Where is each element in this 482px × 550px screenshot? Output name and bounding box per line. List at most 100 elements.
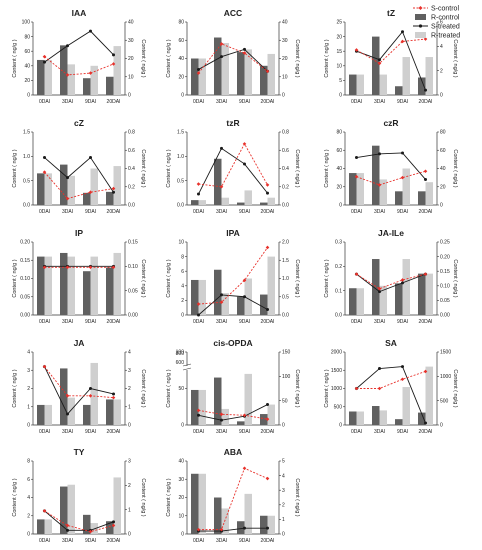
- bar-r-control: [191, 389, 199, 425]
- s-treated-point: [378, 367, 381, 371]
- s-treated-point: [220, 55, 223, 59]
- bar-r-control: [395, 283, 403, 315]
- right-tick-label: 0.0: [282, 203, 289, 209]
- panel-title: JA-ILe: [378, 228, 404, 238]
- bar-r-control: [83, 271, 91, 315]
- panel-title: IAA: [72, 8, 87, 18]
- right-tick-label: 0.15: [128, 240, 138, 246]
- s-control-point: [42, 54, 47, 59]
- s-treated-line: [44, 30, 114, 63]
- bar-r-control: [395, 419, 403, 425]
- x-tick-label: 3DAI: [216, 99, 227, 105]
- s-treated-point: [401, 30, 404, 34]
- right-tick-label: 0: [282, 423, 285, 429]
- panel-title: SA: [385, 338, 397, 348]
- s-control-point: [42, 364, 47, 369]
- s-treated-point: [243, 526, 246, 530]
- y-axis-title-right: Content ( ng/g ): [452, 149, 458, 187]
- left-tick-label: 0.5: [23, 178, 30, 184]
- bar-r-treated: [113, 252, 121, 315]
- bar-r-treated: [356, 173, 364, 205]
- bar-r-control: [60, 368, 68, 425]
- s-control-point: [265, 476, 270, 481]
- x-tick-label: 9DAI: [239, 429, 250, 435]
- y-axis-title-left: Content ( ng/g ): [166, 39, 172, 77]
- s-control-line: [44, 56, 114, 76]
- bar-r-treated: [67, 175, 75, 205]
- right-tick-label: 0.2: [282, 184, 289, 190]
- bar-r-control: [191, 200, 199, 205]
- s-control-point: [354, 174, 359, 179]
- y-axis-title-right: Content ( ng/g ): [140, 478, 146, 516]
- s-control-line: [44, 510, 114, 533]
- s-treated-line: [198, 48, 268, 72]
- left-tick-label: 80: [336, 130, 342, 136]
- bar-r-treated: [356, 411, 364, 425]
- x-tick-label: 3DAI: [216, 538, 227, 544]
- bar-r-control: [372, 406, 380, 425]
- axis-break-gap: [183, 366, 191, 370]
- bar-r-control: [418, 412, 426, 425]
- right-tick-label: 0.0: [282, 313, 289, 319]
- s-treated-point: [266, 526, 269, 530]
- left-tick-label: 2: [27, 386, 30, 392]
- s-control-point: [219, 184, 224, 189]
- s-treated-point: [401, 151, 404, 155]
- s-control-point: [354, 386, 359, 391]
- s-treated-point: [243, 295, 246, 299]
- right-tick-label: 4: [128, 350, 131, 356]
- bar-r-treated: [198, 279, 206, 315]
- x-tick-label: 0DAI: [39, 209, 50, 215]
- bar-r-treated: [113, 399, 121, 425]
- right-tick-label: 0.00: [440, 313, 450, 319]
- y-axis-title-left: Content ( ng/g ): [166, 259, 172, 297]
- left-tick-label: 0.0: [23, 203, 30, 209]
- s-control-line: [198, 247, 268, 305]
- right-tick-label: 1000: [440, 374, 451, 380]
- bar-r-control: [214, 269, 222, 315]
- legend: S-control R-control S-treated R-treated: [413, 6, 460, 40]
- x-tick-label: 0DAI: [351, 319, 362, 325]
- s-control-point: [354, 272, 359, 276]
- bar-r-control: [106, 399, 114, 425]
- left-tick-label: 60: [336, 148, 342, 154]
- s-treated-point: [66, 44, 69, 48]
- bar-r-control: [237, 202, 245, 205]
- bar-r-control: [60, 252, 68, 315]
- left-tick-label-upper: 800: [176, 351, 185, 357]
- bar-r-control: [214, 497, 222, 534]
- s-treated-point: [378, 58, 381, 62]
- x-tick-label: 20DAI: [107, 209, 121, 215]
- bar-r-treated: [198, 389, 206, 425]
- bar-r-treated: [44, 173, 52, 205]
- right-tick-label: 0.00: [128, 313, 138, 319]
- right-tick-label: 4: [440, 44, 443, 50]
- right-tick-label: 30: [128, 38, 134, 44]
- panel-tz: tZ 0 5 10 15 20 25 0 2 4 6 Content ( ng/g ) Content …: [324, 8, 458, 105]
- left-tick-label: 6: [27, 477, 30, 483]
- panel-czr: czR 0 20 40 60 80 0 20 40 60 80 Content ( ng/g ) Con…: [324, 118, 458, 215]
- legend-marker: [418, 24, 423, 28]
- s-treated-line: [356, 152, 426, 180]
- bar-r-control: [106, 267, 114, 315]
- left-tick-label: 0.1: [335, 288, 342, 294]
- bar-r-treated: [402, 168, 410, 205]
- bar-r-treated: [244, 493, 252, 534]
- right-tick-label: 30: [282, 38, 288, 44]
- s-treated-point: [112, 392, 115, 396]
- s-control-point: [265, 183, 270, 187]
- s-treated-point: [43, 60, 46, 64]
- right-tick-label: 80: [440, 130, 446, 136]
- right-tick-label: 0: [440, 93, 443, 99]
- left-tick-label: 1000: [331, 386, 342, 392]
- right-tick-label: 0.5: [282, 294, 289, 300]
- s-treated-point: [66, 176, 69, 180]
- x-tick-label: 20DAI: [261, 99, 275, 105]
- x-tick-label: 3DAI: [62, 99, 73, 105]
- left-tick-label: 0.00: [20, 313, 30, 319]
- s-control-point: [196, 302, 201, 306]
- right-tick-label: 0.6: [128, 148, 135, 154]
- y-axis-title-left: Content ( ng/g ): [166, 149, 172, 187]
- y-axis-title-right: Content ( ng/g ): [140, 149, 146, 187]
- s-control-point: [242, 278, 247, 283]
